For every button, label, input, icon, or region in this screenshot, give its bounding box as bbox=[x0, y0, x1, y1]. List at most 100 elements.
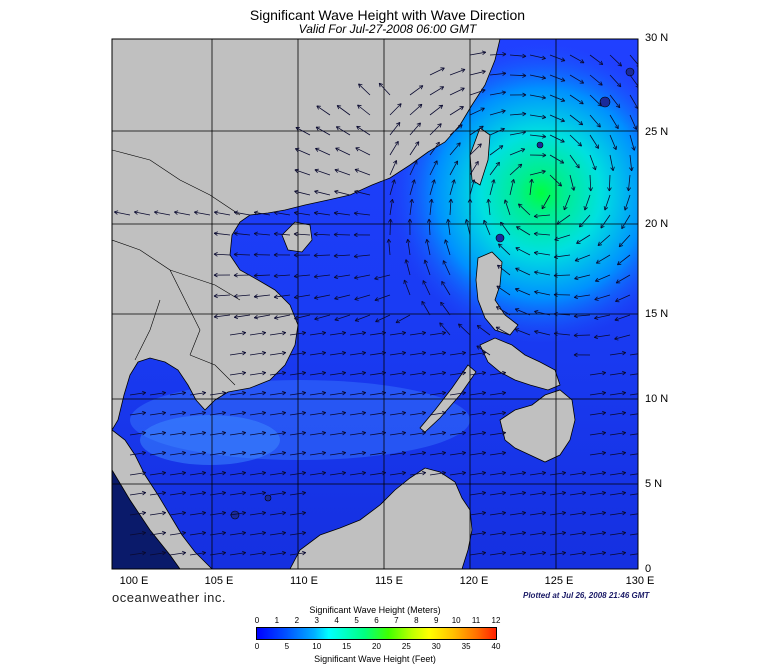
wave-arrow-head bbox=[362, 352, 367, 356]
wave-arrow-head bbox=[141, 410, 146, 413]
wave-arrow-head bbox=[301, 550, 306, 553]
wave-arrow bbox=[378, 82, 391, 96]
wave-arrow-head bbox=[381, 370, 386, 373]
wave-arrow bbox=[389, 332, 406, 336]
wave-arrow-head bbox=[458, 323, 461, 328]
wave-arrow bbox=[333, 254, 351, 257]
country-border bbox=[112, 149, 241, 386]
wave-arrow-head bbox=[401, 450, 406, 453]
wave-arrow bbox=[549, 532, 566, 536]
wave-arrow-head bbox=[542, 95, 546, 99]
wave-arrow bbox=[549, 54, 566, 62]
wave-arrow-head bbox=[202, 432, 207, 436]
wave-arrow bbox=[274, 294, 291, 298]
wave-arrow-head bbox=[601, 450, 606, 453]
wave-arrow-head bbox=[233, 252, 238, 255]
wave-arrow-head bbox=[361, 370, 366, 373]
wave-arrow-head bbox=[379, 82, 384, 85]
wave-arrow-head bbox=[561, 77, 566, 82]
wave-arrow bbox=[549, 492, 566, 496]
wave-arrow-head bbox=[322, 432, 327, 436]
wave-arrow bbox=[149, 412, 166, 416]
wave-arrow bbox=[209, 492, 226, 496]
wave-arrow-head bbox=[281, 470, 286, 473]
wave-arrow-head bbox=[161, 470, 166, 473]
wave-arrow bbox=[309, 352, 326, 356]
wave-arrow bbox=[269, 492, 286, 496]
wave-arrow-head bbox=[621, 450, 626, 453]
wave-arrow-head bbox=[354, 299, 359, 301]
wave-arrow-head bbox=[182, 412, 187, 416]
wave-arrow bbox=[295, 148, 311, 156]
wave-arrow-head bbox=[162, 412, 167, 416]
wave-arrow bbox=[449, 452, 466, 456]
wave-arrow-head bbox=[580, 120, 584, 125]
wave-arrow-head bbox=[533, 233, 538, 237]
wave-arrow-head bbox=[354, 317, 359, 322]
wave-arrow-head bbox=[314, 316, 318, 320]
wave-arrow-head bbox=[438, 104, 443, 107]
wave-arrow bbox=[529, 512, 546, 516]
wave-arrow-head bbox=[574, 278, 579, 281]
wave-arrow-head bbox=[561, 138, 565, 143]
wave-arrow-head bbox=[588, 187, 592, 192]
wave-arrow bbox=[618, 234, 631, 248]
wave-arrow-head bbox=[281, 370, 286, 373]
wave-arrow-head bbox=[182, 392, 187, 396]
wave-arrow bbox=[449, 106, 464, 116]
wave-arrow-head bbox=[441, 350, 446, 353]
wave-arrow-head bbox=[161, 530, 166, 533]
wave-arrow-head bbox=[141, 510, 146, 513]
wave-arrow-head bbox=[202, 452, 207, 456]
wave-arrow bbox=[534, 311, 551, 316]
wave-arrow-head bbox=[612, 146, 617, 151]
wave-arrow bbox=[289, 432, 306, 436]
wave-arrow-head bbox=[563, 205, 565, 210]
wave-arrow-head bbox=[504, 199, 509, 203]
wave-arrow-head bbox=[233, 314, 238, 318]
wave-arrow bbox=[269, 472, 286, 476]
wave-arrow bbox=[489, 145, 504, 156]
wave-arrow-head bbox=[353, 232, 358, 236]
wave-arrow-head bbox=[334, 169, 338, 173]
wave-arrow-head bbox=[154, 210, 159, 213]
wave-arrow-head bbox=[573, 294, 578, 298]
wave-arrow-head bbox=[141, 390, 146, 393]
wave-arrow bbox=[309, 472, 326, 476]
wave-arrow bbox=[515, 267, 531, 276]
wave-arrow bbox=[355, 147, 371, 156]
wave-arrow-head bbox=[553, 333, 558, 337]
wave-arrow bbox=[476, 325, 491, 336]
land-borneo bbox=[289, 467, 473, 569]
wave-arrow-head bbox=[462, 372, 467, 376]
wave-arrow bbox=[428, 218, 431, 236]
wave-arrow-head bbox=[601, 490, 606, 493]
wave-arrow bbox=[429, 123, 442, 136]
wave-arrow bbox=[549, 552, 566, 556]
wave-arrow bbox=[449, 198, 452, 216]
wave-arrow-head bbox=[518, 203, 521, 208]
wave-arrow-head bbox=[495, 161, 500, 165]
land-island bbox=[625, 67, 635, 77]
wave-arrow-head bbox=[281, 510, 286, 513]
wave-arrow bbox=[589, 74, 603, 86]
wave-arrow-head bbox=[562, 472, 567, 476]
wave-arrow bbox=[465, 219, 471, 236]
wave-arrow bbox=[553, 274, 571, 276]
wave-arrow-head bbox=[441, 390, 446, 393]
wave-arrow bbox=[229, 552, 246, 556]
wave-arrow-head bbox=[500, 222, 502, 227]
legend-tick: 15 bbox=[342, 642, 352, 651]
wave-arrow-head bbox=[213, 272, 218, 276]
wave-arrow-head bbox=[533, 252, 538, 256]
wave-arrow-head bbox=[342, 412, 347, 416]
wave-arrow-head bbox=[182, 452, 187, 456]
wave-arrow-head bbox=[241, 510, 246, 513]
wave-arrow-head bbox=[553, 254, 558, 258]
wave-arrow-head bbox=[293, 252, 298, 256]
wave-arrow-head bbox=[181, 490, 186, 493]
wave-arrow-head bbox=[542, 55, 546, 59]
wave-arrow-head bbox=[398, 122, 401, 127]
wave-arrow bbox=[509, 179, 515, 196]
wave-arrow bbox=[469, 125, 484, 136]
